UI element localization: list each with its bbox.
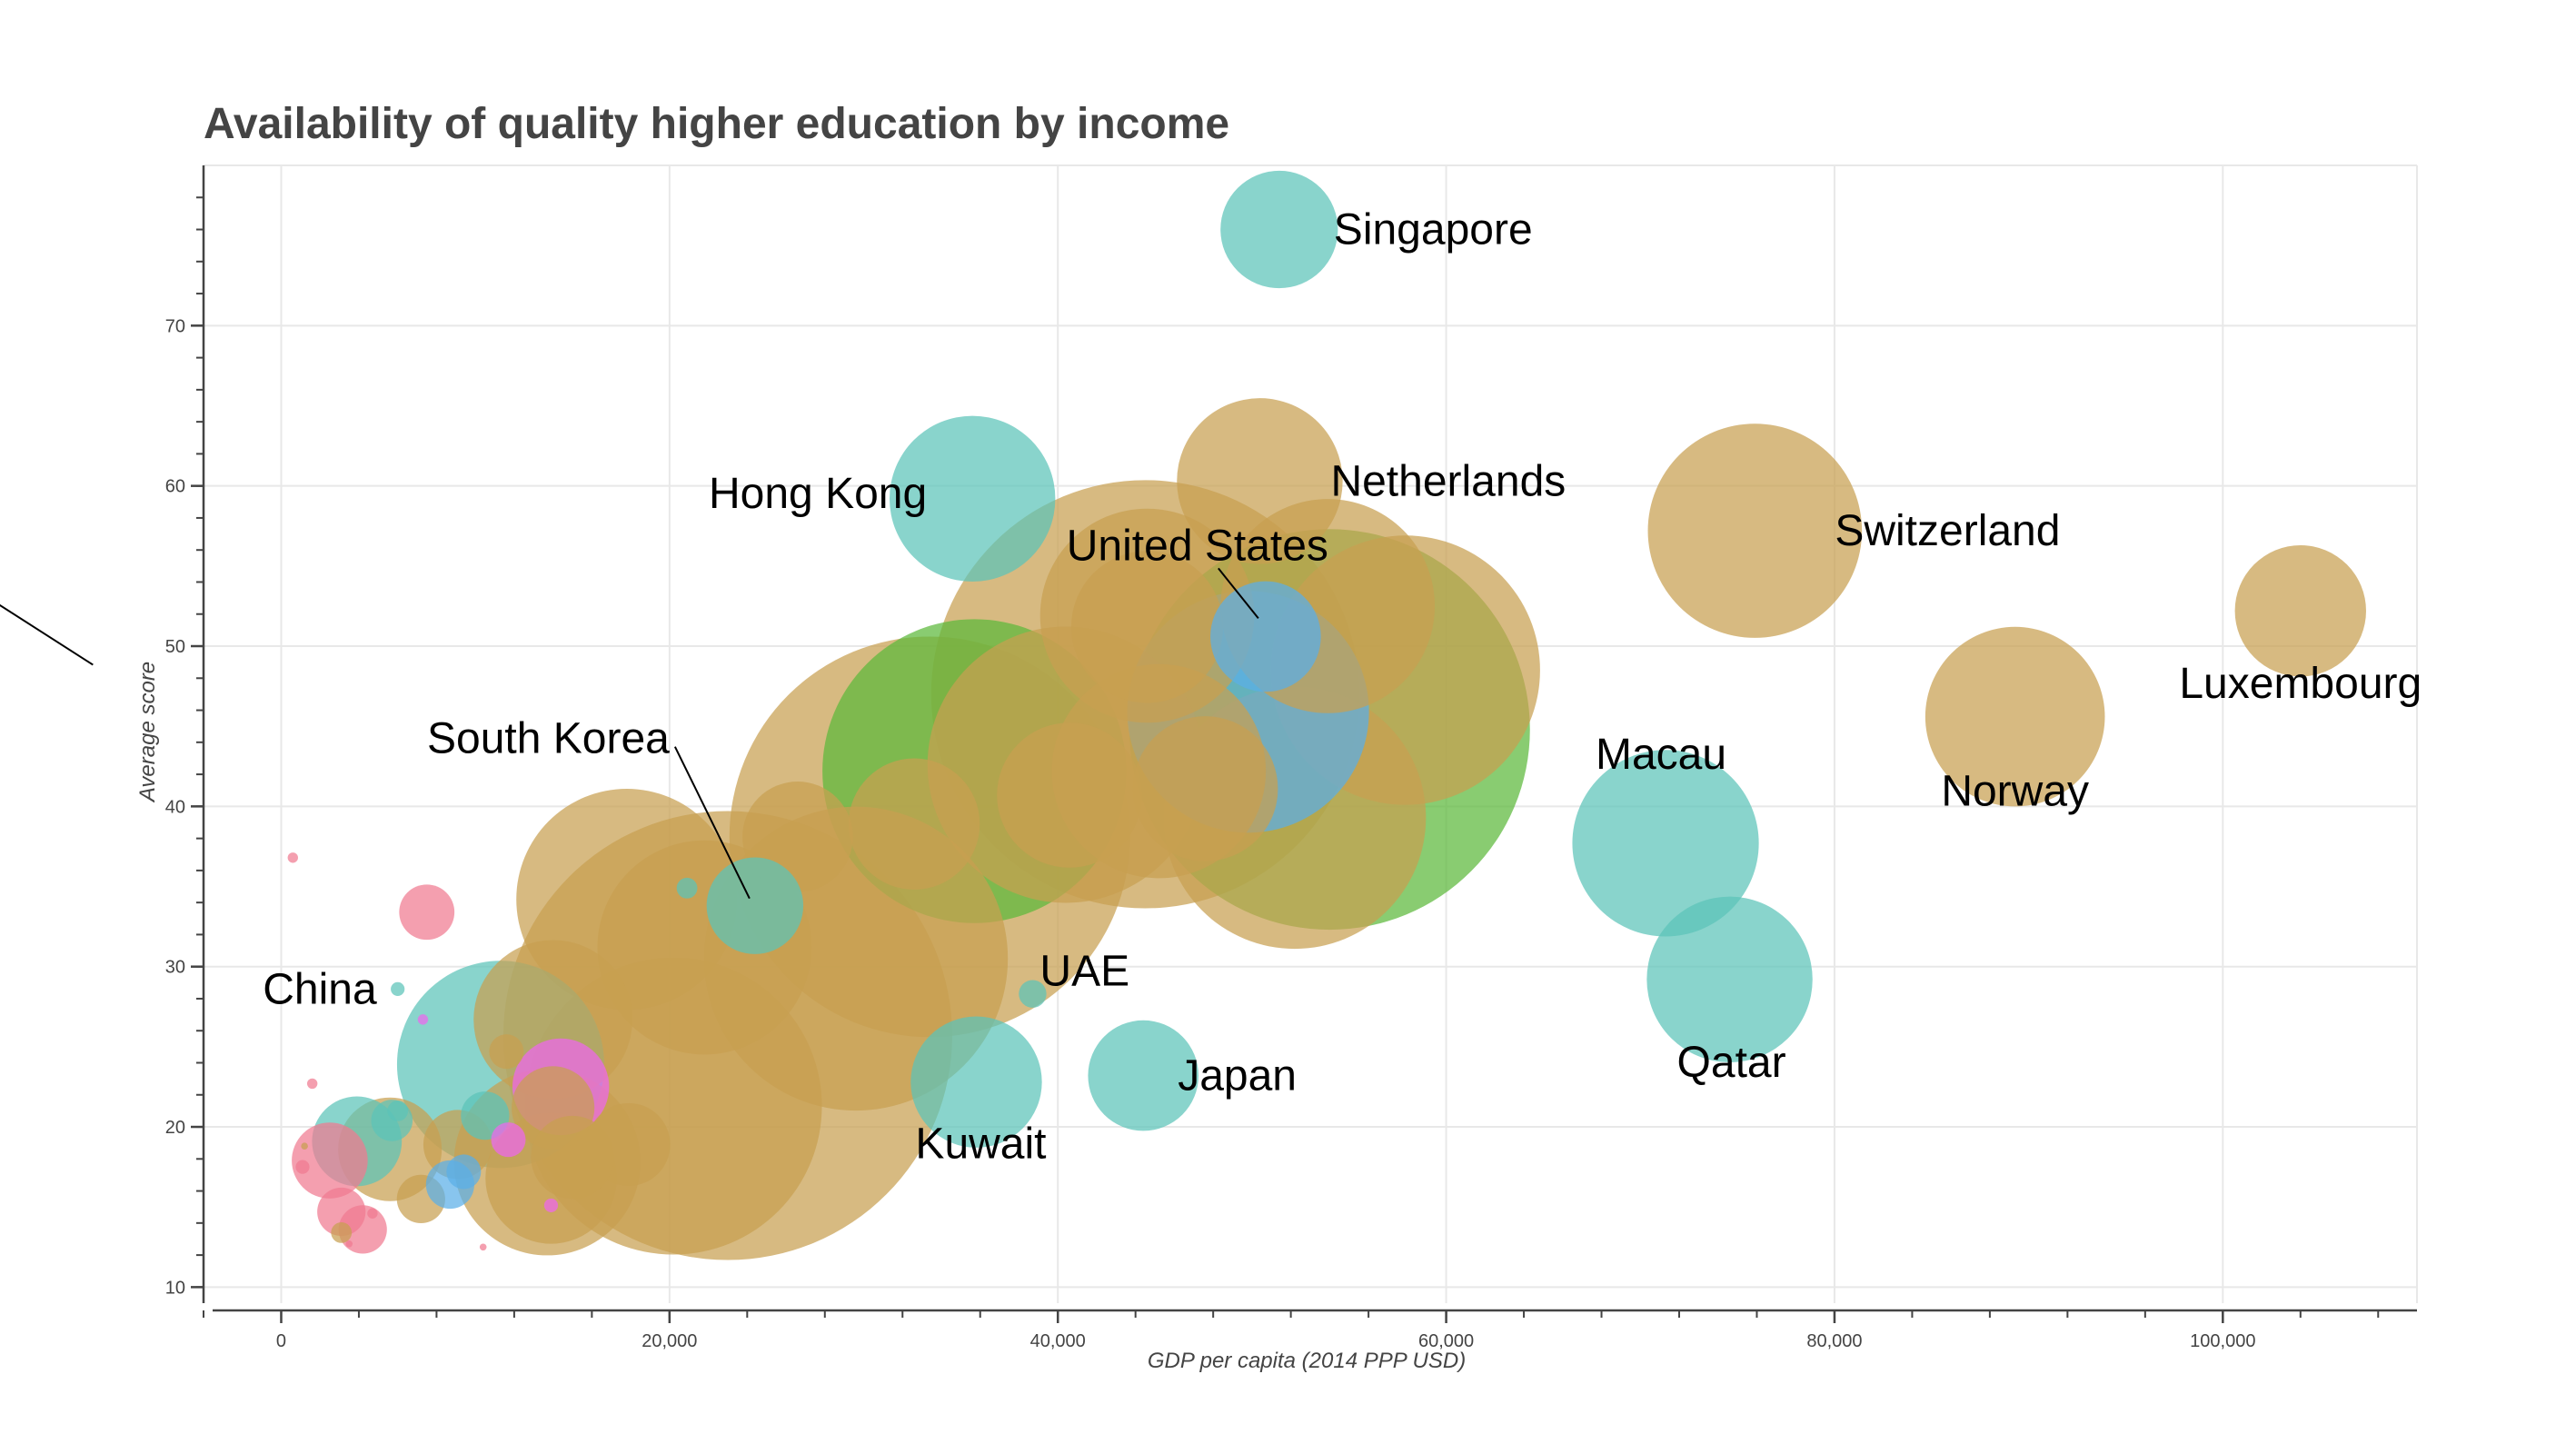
point-label-china: China xyxy=(263,965,377,1013)
data-point-kuwait xyxy=(910,1016,1042,1148)
label-leader-lines xyxy=(0,567,1259,900)
data-point xyxy=(1070,551,1224,703)
x-tick-label: 80,000 xyxy=(1806,1331,1862,1351)
y-tick-label: 70 xyxy=(165,316,185,336)
data-point xyxy=(587,1102,671,1187)
data-points xyxy=(287,170,2366,1260)
data-point xyxy=(491,1122,526,1158)
data-point xyxy=(287,852,298,863)
data-point xyxy=(387,1100,409,1121)
point-labels: Singapore Hong Kong Netherlands Switzerland… xyxy=(263,206,2422,1169)
axes: 0 20,000 40,000 60,000 80,000 100,000 10 20 30 40… xyxy=(165,165,2417,1351)
point-label-singapore: Singapore xyxy=(1334,206,1533,254)
point-label-united-states: United States xyxy=(1067,522,1328,570)
grid-lines xyxy=(204,164,2418,1303)
data-point xyxy=(417,1014,429,1025)
data-point xyxy=(543,1198,559,1213)
data-point xyxy=(292,1122,368,1199)
data-point-uae xyxy=(1019,980,1047,1008)
point-label-japan: Japan xyxy=(1178,1052,1297,1100)
data-point xyxy=(479,1243,487,1251)
data-point xyxy=(306,1078,318,1090)
y-axis-label: Average score xyxy=(135,662,160,803)
data-point xyxy=(848,758,980,890)
data-point-qatar xyxy=(1646,896,1813,1062)
data-point xyxy=(331,1222,353,1243)
y-tick-label: 50 xyxy=(165,637,185,657)
point-label-kuwait: Kuwait xyxy=(915,1120,1046,1169)
data-point-luxembourg xyxy=(2234,545,2366,677)
x-tick-label: 20,000 xyxy=(642,1331,697,1351)
leader-line xyxy=(1218,567,1259,620)
data-point-hong-kong xyxy=(889,415,1056,582)
data-point xyxy=(489,1034,524,1070)
data-point xyxy=(399,884,455,941)
data-point xyxy=(367,1208,378,1219)
point-label-switzerland: Switzerland xyxy=(1835,507,2060,555)
leader-line xyxy=(673,746,751,900)
data-point xyxy=(295,1160,310,1174)
point-label-uae: UAE xyxy=(1039,948,1129,996)
chart-title: Availability of quality higher education… xyxy=(204,100,1229,148)
data-point-united-states xyxy=(1210,581,1321,692)
data-point xyxy=(345,1240,353,1248)
data-point-norway xyxy=(1925,626,2105,807)
data-point-switzerland xyxy=(1647,423,1863,638)
y-tick-label: 40 xyxy=(165,797,185,817)
data-point xyxy=(1132,716,1278,861)
data-point-singapore xyxy=(1220,170,1338,289)
data-point xyxy=(446,1154,482,1190)
point-label-macau: Macau xyxy=(1596,731,1726,779)
point-label-south-korea: South Korea xyxy=(427,715,670,763)
x-tick-label: 0 xyxy=(276,1331,286,1351)
y-tick-label: 30 xyxy=(165,958,185,978)
y-tick-label: 10 xyxy=(165,1278,185,1298)
data-point xyxy=(676,877,698,899)
data-point xyxy=(997,722,1142,868)
y-tick-label: 20 xyxy=(165,1118,185,1138)
point-label-qatar: Qatar xyxy=(1677,1039,1786,1087)
point-label-hong-kong: Hong Kong xyxy=(709,470,927,518)
x-tick-label: 60,000 xyxy=(1418,1331,1474,1351)
x-tick-label: 40,000 xyxy=(1030,1331,1086,1351)
point-label-norway: Norway xyxy=(1941,768,2089,816)
data-point-japan xyxy=(1088,1020,1199,1131)
leader-line xyxy=(0,603,94,666)
x-tick-label: 100,000 xyxy=(2190,1331,2255,1351)
data-point-netherlands xyxy=(1177,398,1343,564)
data-point xyxy=(301,1142,308,1150)
data-point-south-korea xyxy=(706,857,804,954)
point-label-luxembourg: Luxembourg xyxy=(2179,660,2422,708)
y-tick-label: 60 xyxy=(165,477,185,497)
data-point-macau xyxy=(1572,750,1759,937)
point-label-netherlands: Netherlands xyxy=(1330,457,1566,505)
x-axis-label: GDP per capita (2014 PPP USD) xyxy=(1148,1349,1466,1373)
data-point-china xyxy=(391,981,405,996)
